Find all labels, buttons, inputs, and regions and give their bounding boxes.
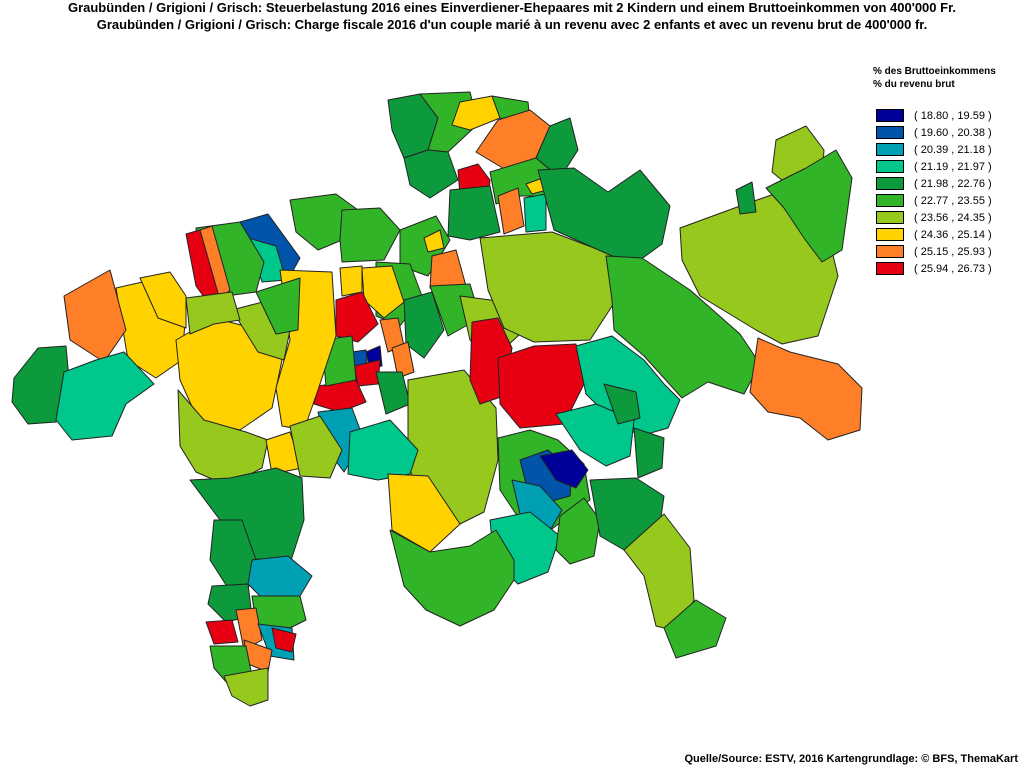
legend-item: ( 24.36 , 25.14 ) <box>868 226 1018 243</box>
legend-item: ( 21.98 , 22.76 ) <box>868 175 1018 192</box>
municipality-region <box>339 265 363 297</box>
legend-label: ( 23.56 , 24.35 ) <box>914 211 992 224</box>
municipality-region <box>223 667 269 707</box>
municipality-region <box>199 225 231 301</box>
municipality-region <box>247 555 313 599</box>
source-note: Quelle/Source: ESTV, 2016 Kartengrundlag… <box>684 753 1018 765</box>
legend-items: ( 18.80 , 19.59 ) ( 19.60 , 20.38 ) ( 20.3… <box>868 107 1018 277</box>
legend-swatch <box>876 194 904 207</box>
municipality-region <box>403 291 445 359</box>
legend-swatch <box>876 211 904 224</box>
legend-label: ( 19.60 , 20.38 ) <box>914 126 992 139</box>
municipality-region <box>451 95 501 131</box>
legend-label: ( 22.77 , 23.55 ) <box>914 194 992 207</box>
legend-swatch <box>876 245 904 258</box>
municipality-region <box>523 193 547 233</box>
municipality-region <box>735 181 757 215</box>
legend-swatch <box>876 177 904 190</box>
municipality-region <box>353 359 381 387</box>
municipality-region <box>205 619 239 645</box>
legend-title-de: % des Bruttoeinkommens <box>873 66 996 77</box>
municipality-region <box>497 343 585 429</box>
municipality-region <box>447 185 501 241</box>
legend-label: ( 25.15 , 25.93 ) <box>914 245 992 258</box>
legend-label: ( 24.36 , 25.14 ) <box>914 228 992 241</box>
legend-swatch <box>876 262 904 275</box>
municipality-region <box>423 229 445 253</box>
map-title-fr: Graubünden / Grigioni / Grisch: Charge f… <box>96 17 928 32</box>
municipality-region <box>497 187 525 235</box>
municipality-region <box>389 529 515 627</box>
municipality-region <box>403 149 459 199</box>
municipality-region <box>289 415 343 479</box>
municipality-region <box>255 277 301 335</box>
legend-item: ( 21.19 , 21.97 ) <box>868 158 1018 175</box>
municipality-region <box>535 117 579 179</box>
municipality-region <box>633 427 665 479</box>
municipality-region <box>749 337 863 441</box>
municipality-region <box>235 607 263 651</box>
legend-item: ( 19.60 , 20.38 ) <box>868 124 1018 141</box>
municipality-region <box>63 269 127 363</box>
municipality-region <box>387 473 461 553</box>
legend-item: ( 25.15 , 25.93 ) <box>868 243 1018 260</box>
municipality-region <box>139 271 187 329</box>
legend-item: ( 23.56 , 24.35 ) <box>868 209 1018 226</box>
municipality-region <box>603 383 641 425</box>
legend-item: ( 25.94 , 26.73 ) <box>868 260 1018 277</box>
legend-swatch <box>876 228 904 241</box>
municipality-region <box>185 291 241 335</box>
municipality-region <box>339 207 401 263</box>
municipality-region <box>765 149 853 263</box>
legend: % des Bruttoeinkommens % du revenu brut … <box>868 65 1018 277</box>
legend-label: ( 21.98 , 22.76 ) <box>914 177 992 190</box>
legend-swatch <box>876 126 904 139</box>
legend-item: ( 18.80 , 19.59 ) <box>868 107 1018 124</box>
municipality-region <box>375 371 411 415</box>
municipality-region <box>347 419 419 481</box>
legend-swatch <box>876 109 904 122</box>
legend-label: ( 20.39 , 21.18 ) <box>914 143 992 156</box>
legend-label: ( 25.94 , 26.73 ) <box>914 262 992 275</box>
municipality-region <box>391 341 415 379</box>
legend-item: ( 20.39 , 21.18 ) <box>868 141 1018 158</box>
municipality-region <box>55 351 155 441</box>
legend-swatch <box>876 160 904 173</box>
municipality-region <box>177 389 269 487</box>
municipality-region <box>313 379 367 413</box>
legend-swatch <box>876 143 904 156</box>
municipality-region <box>537 167 671 261</box>
municipality-region <box>555 403 635 467</box>
legend-title-fr: % du revenu brut <box>873 79 955 90</box>
legend-label: ( 18.80 , 19.59 ) <box>914 109 992 122</box>
municipality-region <box>663 599 727 659</box>
legend-item: ( 22.77 , 23.55 ) <box>868 192 1018 209</box>
municipality-region <box>605 255 761 399</box>
municipality-region <box>539 449 589 489</box>
legend-label: ( 21.19 , 21.97 ) <box>914 160 992 173</box>
map-title-de: Graubünden / Grigioni / Grisch: Steuerbe… <box>67 0 957 15</box>
municipality-region <box>271 627 297 653</box>
municipality-region <box>479 231 617 343</box>
municipality-region <box>555 497 601 565</box>
